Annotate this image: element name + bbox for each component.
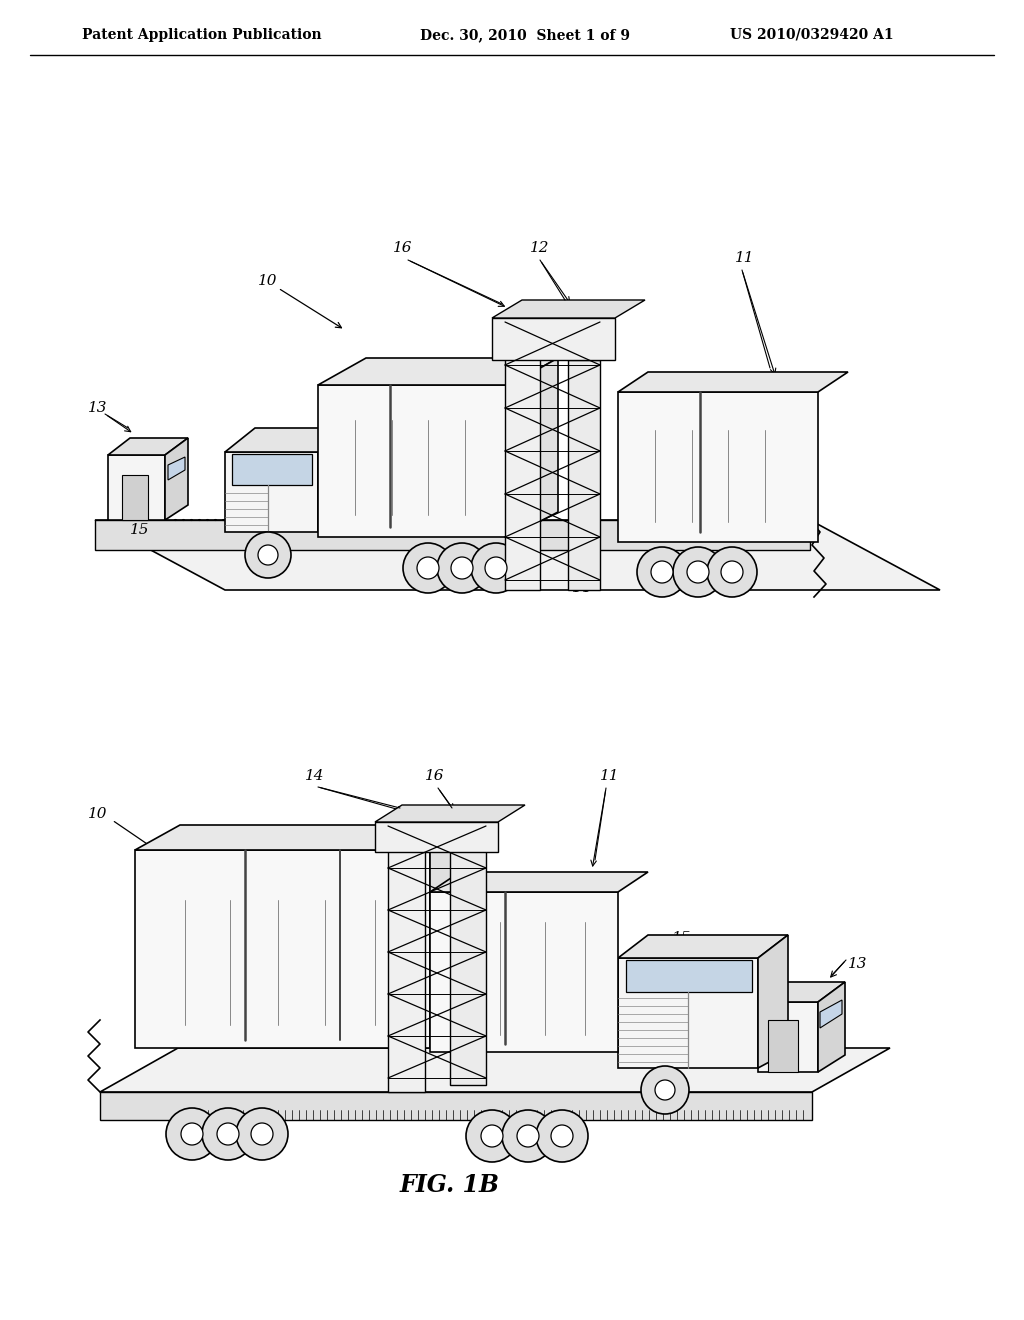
- Circle shape: [236, 1107, 288, 1160]
- Polygon shape: [318, 358, 558, 385]
- Circle shape: [403, 543, 453, 593]
- Circle shape: [481, 1125, 503, 1147]
- Polygon shape: [430, 873, 648, 892]
- Polygon shape: [820, 1001, 842, 1028]
- Circle shape: [417, 557, 439, 579]
- Polygon shape: [430, 892, 618, 1052]
- Polygon shape: [505, 318, 540, 590]
- Circle shape: [251, 1123, 273, 1144]
- Text: 10: 10: [258, 275, 278, 288]
- Circle shape: [502, 1110, 554, 1162]
- Polygon shape: [492, 318, 615, 360]
- Text: Patent Application Publication: Patent Application Publication: [82, 28, 322, 42]
- Polygon shape: [135, 850, 430, 1048]
- Polygon shape: [568, 360, 600, 590]
- Polygon shape: [168, 457, 185, 480]
- Polygon shape: [100, 1048, 890, 1092]
- Polygon shape: [758, 1002, 818, 1072]
- Circle shape: [485, 557, 507, 579]
- Circle shape: [655, 1080, 675, 1100]
- Text: FIG. 1B: FIG. 1B: [400, 1173, 500, 1197]
- Text: 15: 15: [130, 523, 150, 537]
- Polygon shape: [135, 825, 475, 850]
- Circle shape: [641, 1067, 689, 1114]
- Text: 10: 10: [88, 807, 108, 821]
- Circle shape: [707, 546, 757, 597]
- Text: FIG. 1A: FIG. 1A: [400, 466, 499, 490]
- Circle shape: [637, 546, 687, 597]
- Text: Dec. 30, 2010  Sheet 1 of 9: Dec. 30, 2010 Sheet 1 of 9: [420, 28, 630, 42]
- Polygon shape: [768, 1020, 798, 1072]
- Polygon shape: [618, 935, 788, 958]
- Circle shape: [687, 561, 709, 583]
- Circle shape: [202, 1107, 254, 1160]
- Circle shape: [721, 561, 743, 583]
- Polygon shape: [165, 438, 188, 520]
- Polygon shape: [232, 454, 312, 484]
- Text: 13: 13: [88, 401, 108, 414]
- Polygon shape: [758, 935, 788, 1068]
- Text: US 2010/0329420 A1: US 2010/0329420 A1: [730, 28, 894, 42]
- Text: 16: 16: [425, 770, 444, 783]
- Text: 11: 11: [735, 251, 755, 265]
- Polygon shape: [318, 385, 510, 537]
- Polygon shape: [100, 1092, 812, 1119]
- Circle shape: [245, 532, 291, 578]
- Circle shape: [166, 1107, 218, 1160]
- Polygon shape: [122, 475, 148, 520]
- Circle shape: [466, 1110, 518, 1162]
- Polygon shape: [225, 451, 318, 532]
- Circle shape: [437, 543, 487, 593]
- Circle shape: [517, 1125, 539, 1147]
- Polygon shape: [758, 982, 845, 1002]
- Polygon shape: [430, 825, 475, 1048]
- Polygon shape: [95, 520, 940, 590]
- Polygon shape: [108, 438, 188, 455]
- Circle shape: [181, 1123, 203, 1144]
- Polygon shape: [108, 455, 165, 520]
- Text: 13: 13: [848, 957, 867, 972]
- Polygon shape: [95, 520, 810, 550]
- Polygon shape: [626, 960, 752, 993]
- Circle shape: [258, 545, 278, 565]
- Polygon shape: [225, 428, 348, 451]
- Polygon shape: [318, 428, 348, 532]
- Text: 14: 14: [572, 581, 592, 595]
- Text: 11: 11: [600, 770, 620, 783]
- Circle shape: [536, 1110, 588, 1162]
- Circle shape: [551, 1125, 573, 1147]
- Polygon shape: [510, 358, 558, 537]
- Polygon shape: [618, 372, 848, 392]
- Text: 14: 14: [305, 770, 325, 783]
- Text: 15: 15: [672, 931, 691, 945]
- Polygon shape: [618, 392, 818, 543]
- Circle shape: [471, 543, 521, 593]
- Polygon shape: [492, 300, 645, 318]
- Circle shape: [451, 557, 473, 579]
- Text: 12: 12: [530, 242, 550, 255]
- Circle shape: [673, 546, 723, 597]
- Circle shape: [651, 561, 673, 583]
- Polygon shape: [375, 805, 525, 822]
- Polygon shape: [618, 958, 758, 1068]
- Polygon shape: [818, 982, 845, 1072]
- Polygon shape: [375, 822, 498, 851]
- Circle shape: [217, 1123, 239, 1144]
- Polygon shape: [450, 836, 486, 1085]
- Polygon shape: [388, 822, 425, 1092]
- Text: 16: 16: [393, 242, 413, 255]
